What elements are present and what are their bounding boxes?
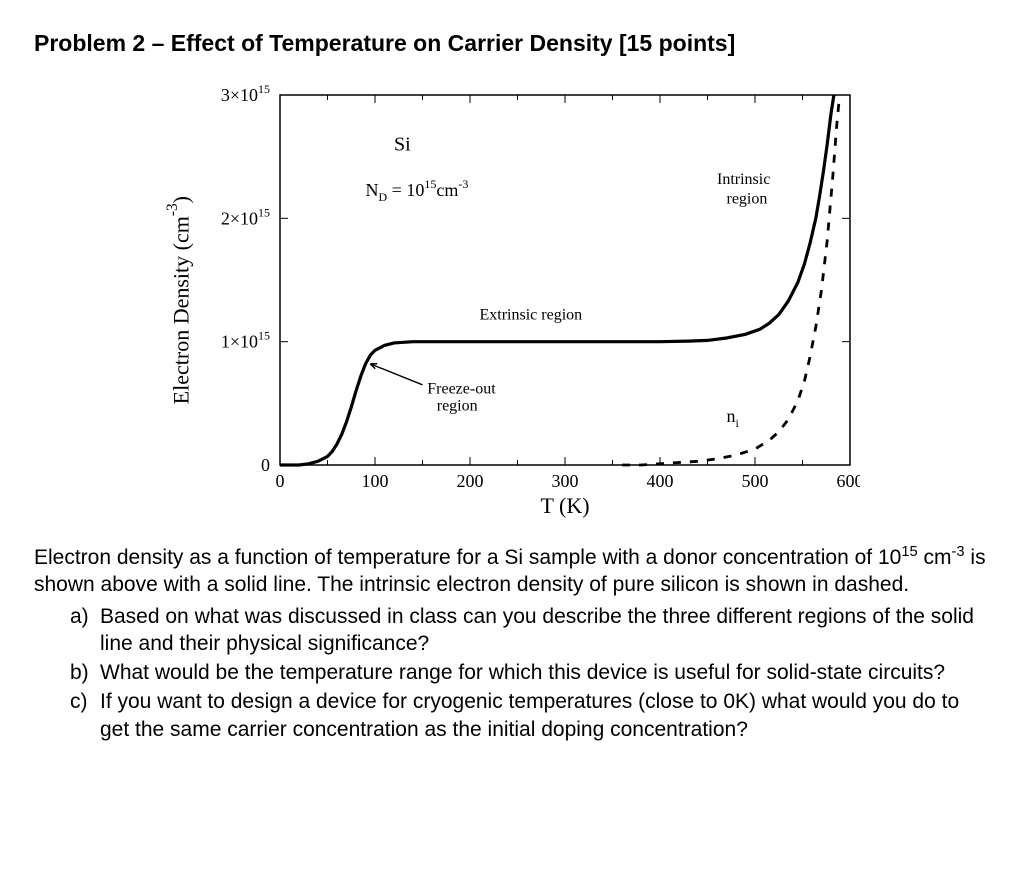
svg-text:1×1015: 1×1015	[221, 329, 270, 352]
question-letter: a)	[70, 603, 100, 658]
svg-text:400: 400	[647, 471, 674, 491]
question-text: What would be the temperature range for …	[100, 659, 945, 686]
questions-block: a) Based on what was discussed in class …	[34, 603, 990, 743]
svg-text:100: 100	[362, 471, 389, 491]
svg-text:200: 200	[457, 471, 484, 491]
question-letter: c)	[70, 688, 100, 743]
question-text: Based on what was discussed in class can…	[100, 603, 990, 658]
svg-text:0: 0	[261, 455, 270, 475]
svg-text:0: 0	[276, 471, 285, 491]
svg-text:region: region	[437, 398, 478, 415]
svg-text:ND = 1015cm-3: ND = 1015cm-3	[366, 177, 469, 204]
svg-text:Extrinsic region: Extrinsic region	[480, 306, 583, 323]
question-a: a) Based on what was discussed in class …	[70, 603, 990, 658]
svg-text:600: 600	[837, 471, 861, 491]
svg-text:ni: ni	[727, 406, 740, 430]
svg-text:region: region	[727, 191, 768, 208]
question-letter: b)	[70, 659, 100, 686]
svg-text:500: 500	[742, 471, 769, 491]
chart-container: Electron Density (cm-3) 0 100 200 300 400 500…	[34, 75, 990, 525]
svg-text:Freeze-out: Freeze-out	[427, 380, 496, 397]
question-b: b) What would be the temperature range f…	[70, 659, 990, 686]
question-c: c) If you want to design a device for cr…	[70, 688, 990, 743]
y-axis-label: Electron Density (cm-3)	[164, 196, 194, 404]
svg-text:T (K): T (K)	[541, 493, 590, 518]
svg-text:Si: Si	[394, 134, 411, 156]
chart-block: Electron Density (cm-3) 0 100 200 300 400 500…	[164, 75, 860, 525]
svg-text:Intrinsic: Intrinsic	[717, 171, 770, 188]
description-text: Electron density as a function of temper…	[34, 543, 990, 599]
question-text: If you want to design a device for cryog…	[100, 688, 990, 743]
page-root: Problem 2 – Effect of Temperature on Car…	[0, 0, 1024, 884]
problem-title: Problem 2 – Effect of Temperature on Car…	[34, 30, 990, 57]
svg-text:3×1015: 3×1015	[221, 82, 270, 105]
chart-svg: 0 100 200 300 400 500 600 0 1×1015 2×1015 3×1015 T …	[200, 75, 860, 525]
svg-text:2×1015: 2×1015	[221, 205, 270, 228]
svg-text:300: 300	[552, 471, 579, 491]
